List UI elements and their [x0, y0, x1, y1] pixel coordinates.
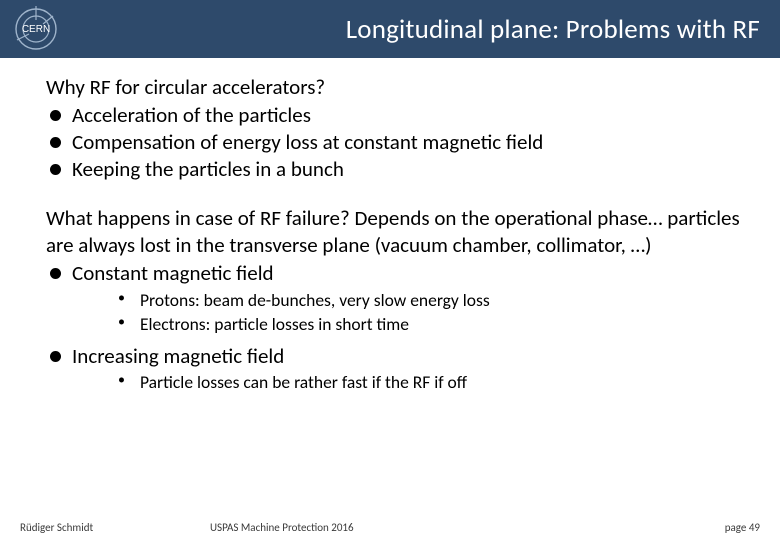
list-item: Keeping the particles in a bunch: [46, 156, 742, 183]
footer-author: Rüdiger Schmidt: [20, 521, 170, 534]
bullet-list-2b: Increasing magnetic field: [46, 343, 742, 370]
slide-footer: Rüdiger Schmidt USPAS Machine Protection…: [0, 521, 780, 534]
paragraph-2: What happens in case of RF failure? Depe…: [46, 205, 742, 259]
sub-list-2a: Protons: beam de-bunches, very slow ener…: [118, 289, 742, 336]
list-item: Protons: beam de-bunches, very slow ener…: [118, 289, 742, 313]
bullet-list-1: Acceleration of the particles Compensati…: [46, 102, 742, 183]
cern-logo: CERN: [0, 2, 72, 56]
list-item: Particle losses can be rather fast if th…: [118, 371, 742, 395]
list-item: Constant magnetic field: [46, 260, 742, 287]
list-item: Acceleration of the particles: [46, 102, 742, 129]
question-1: Why RF for circular accelerators?: [46, 74, 742, 100]
footer-page: page 49: [670, 521, 760, 534]
list-item: Electrons: particle losses in short time: [118, 313, 742, 337]
slide: CERN Longitudinal plane: Problems with R…: [0, 0, 780, 540]
list-item: Increasing magnetic field: [46, 343, 742, 370]
list-item: Compensation of energy loss at constant …: [46, 129, 742, 156]
slide-body: Why RF for circular accelerators? Accele…: [0, 58, 780, 540]
slide-header: CERN Longitudinal plane: Problems with R…: [0, 0, 780, 58]
logo-text: CERN: [22, 24, 50, 35]
slide-title: Longitudinal plane: Problems with RF: [72, 13, 780, 46]
bullet-list-2a: Constant magnetic field: [46, 260, 742, 287]
footer-course: USPAS Machine Protection 2016: [170, 521, 670, 534]
sub-list-2b: Particle losses can be rather fast if th…: [118, 371, 742, 395]
